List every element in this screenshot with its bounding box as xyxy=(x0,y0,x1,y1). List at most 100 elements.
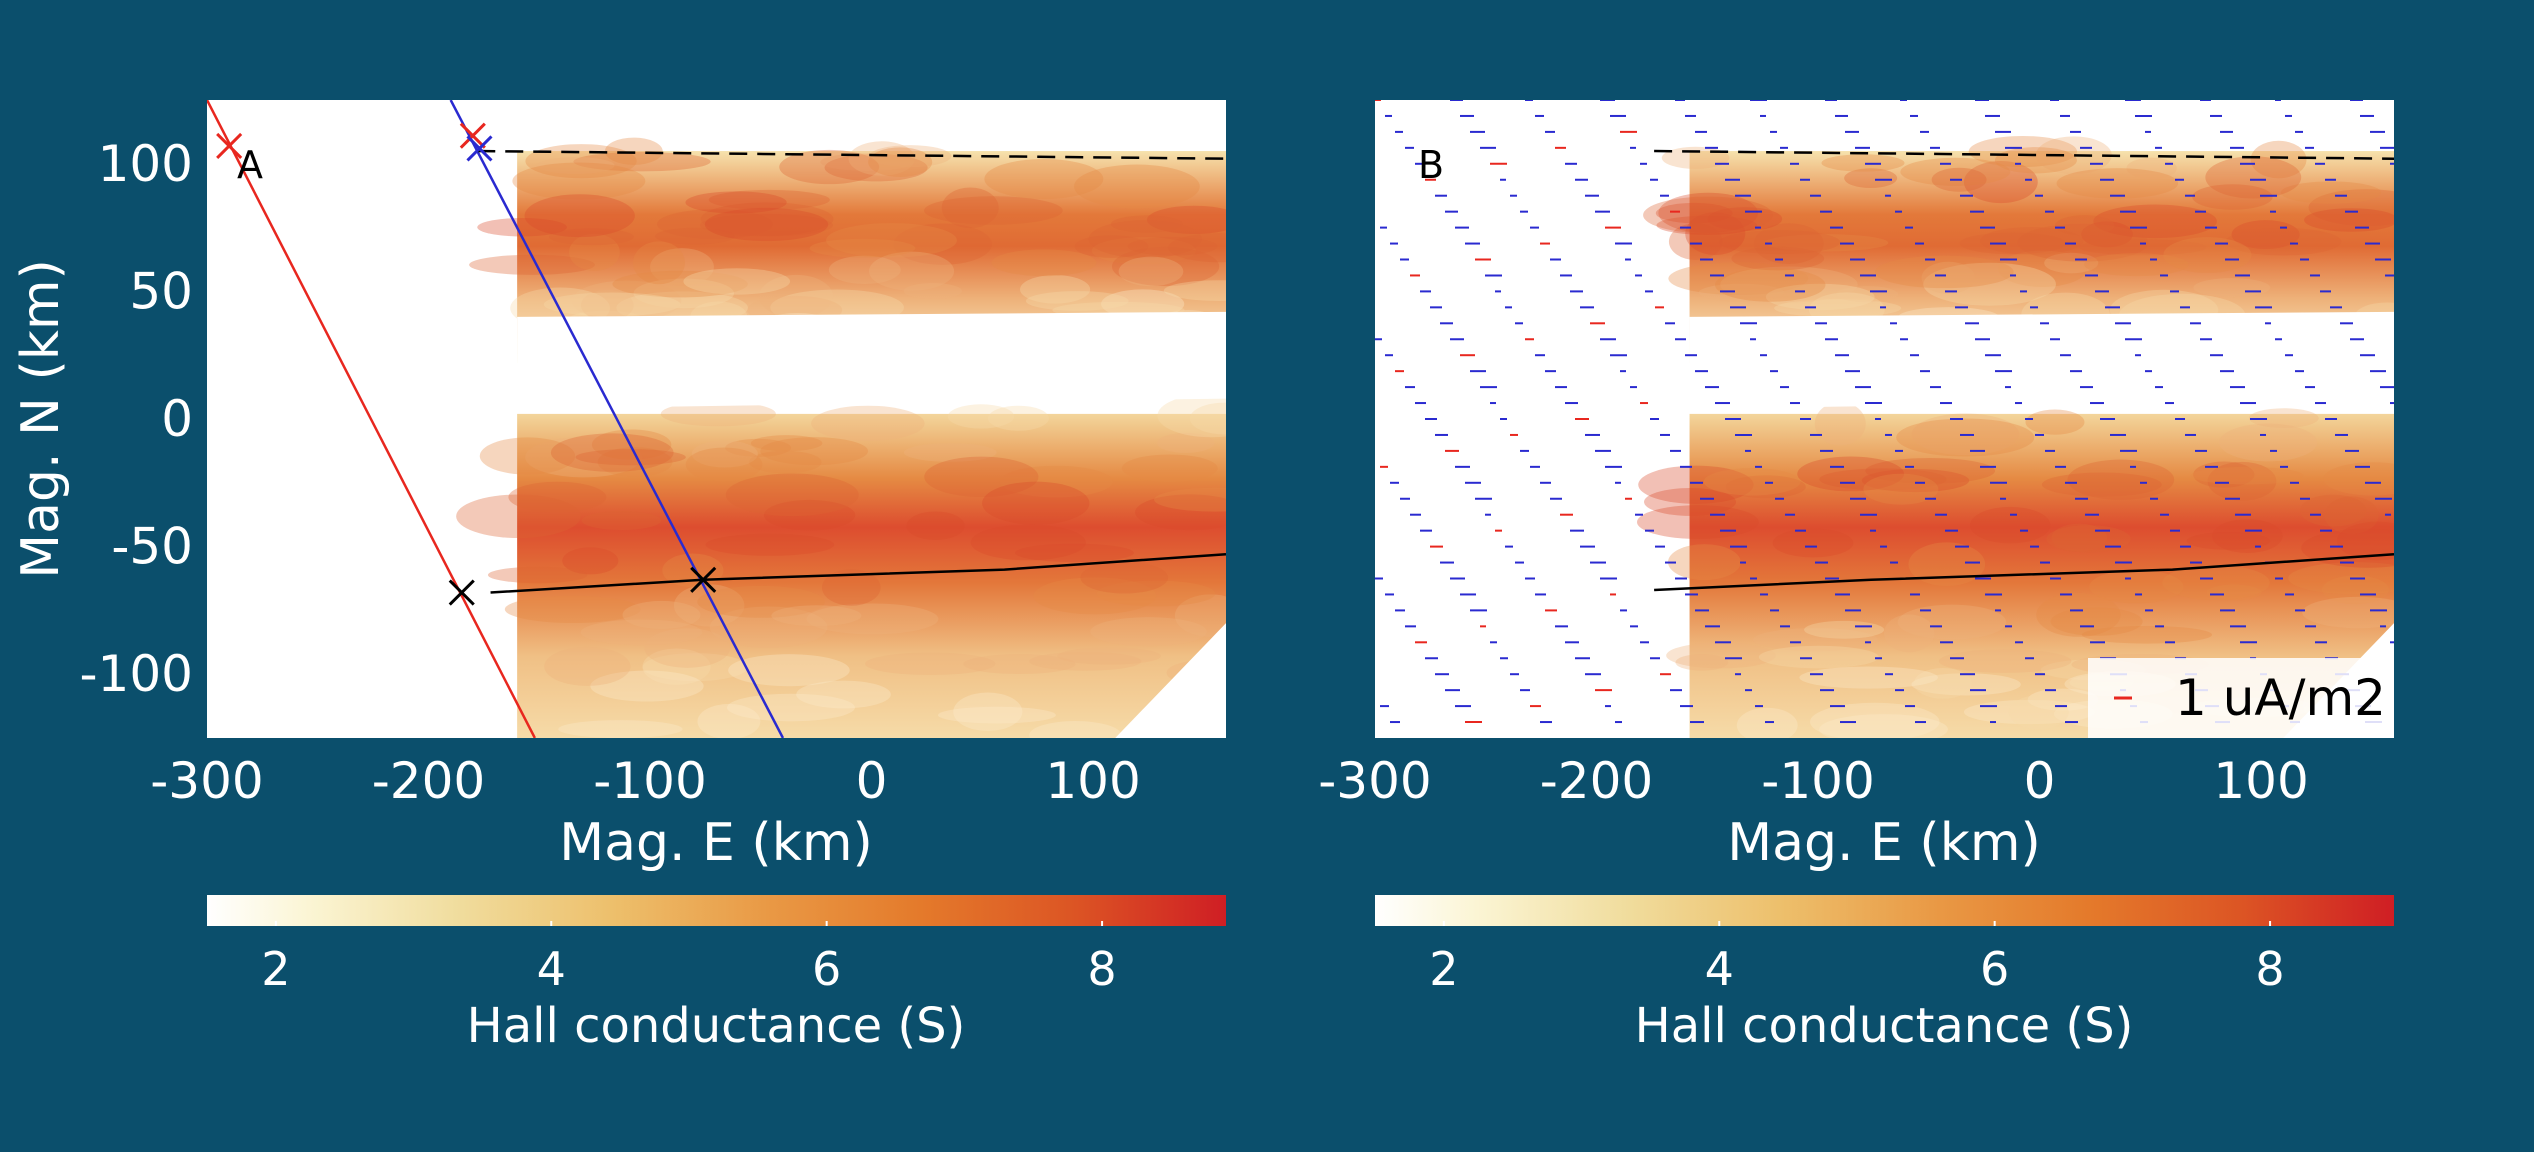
conductance-patch xyxy=(1110,215,1183,233)
conductance-patch xyxy=(2206,584,2262,601)
conductance-patch xyxy=(2084,253,2189,277)
conductance-patch xyxy=(759,274,834,318)
conductance-patch xyxy=(903,283,963,300)
conductance-patch xyxy=(673,584,745,627)
conductance-patch xyxy=(1753,628,1878,652)
no-data-gap xyxy=(517,311,1226,409)
conductance-patch xyxy=(525,437,643,478)
x-marker xyxy=(466,135,493,162)
conductance-patch xyxy=(2308,189,2394,226)
conductance-patch xyxy=(573,151,711,172)
x-tick-label: -200 xyxy=(372,752,485,810)
heatmap-b xyxy=(1637,135,2394,738)
conductance-patch xyxy=(622,600,701,629)
conductance-patch xyxy=(1101,289,1185,319)
conductance-patch xyxy=(1968,135,2078,168)
conductance-patch xyxy=(1819,468,1947,491)
current-vectors-b xyxy=(1375,100,2394,724)
conductance-patch xyxy=(2212,519,2283,553)
conductance-patch xyxy=(1809,702,1940,738)
conductance-patch xyxy=(1127,237,1218,256)
conductance-patch xyxy=(2162,565,2270,601)
conductance-patch xyxy=(1025,291,1129,311)
conductance-patch xyxy=(828,255,901,285)
conductance-patch xyxy=(543,292,681,317)
conductance-patch xyxy=(2050,607,2143,636)
conductance-patch xyxy=(2081,625,2213,644)
conductance-patch xyxy=(1836,286,1899,303)
conductance-patch xyxy=(1029,651,1142,671)
y-tick-label: 100 xyxy=(98,135,193,193)
conductance-patch xyxy=(941,187,999,229)
conductance-patch xyxy=(644,628,731,668)
conductance-patch xyxy=(1698,283,1785,302)
conductance-patch xyxy=(1814,401,1866,446)
conductance-patch xyxy=(642,648,711,685)
conductance-patch xyxy=(2250,140,2307,179)
y-tick-label: 0 xyxy=(161,390,193,448)
conductance-patch xyxy=(1900,157,2011,186)
conductance-patch xyxy=(654,227,735,245)
conductance-patch xyxy=(1029,721,1122,738)
panel-b: B 1 uA/m2 -300 -200 -100 0 100 Mag. E (km) 2… xyxy=(1318,100,2394,1054)
conductance-patch xyxy=(1979,227,2084,255)
colorbar-tick-label: 2 xyxy=(1429,942,1458,996)
conductance-patch xyxy=(2056,168,2179,199)
conductance-patch xyxy=(2288,562,2394,595)
conductance-patch xyxy=(683,268,791,295)
conductance-patch xyxy=(697,703,761,738)
conductance-patch xyxy=(1998,250,2087,287)
conductance-patch xyxy=(1112,246,1220,287)
conductance-patch xyxy=(2036,592,2121,637)
conductance-patch xyxy=(824,153,928,182)
conductance-patch xyxy=(1675,654,1729,671)
conductance-patch xyxy=(1797,456,1905,492)
conductance-patch xyxy=(575,449,686,466)
conductance-patch xyxy=(581,289,634,321)
conductance-patch xyxy=(1764,234,1889,252)
panel-label-b: B xyxy=(1418,143,1444,187)
conductance-patch xyxy=(1911,673,2021,696)
conductance-patch xyxy=(537,157,615,174)
conductance-patch xyxy=(1666,642,1776,669)
conductance-patch xyxy=(2324,496,2379,534)
conductance-patch xyxy=(826,223,957,258)
conductance-patch xyxy=(865,652,996,675)
conductance-patch xyxy=(1720,266,1858,303)
conductance-patch xyxy=(2041,472,2162,497)
conductance-patch xyxy=(1765,283,1875,311)
conductance-patch xyxy=(1799,666,1938,689)
conductance-patch xyxy=(612,270,748,298)
conductance-patch xyxy=(811,405,925,442)
heatmap-a xyxy=(456,137,1226,738)
x-marker xyxy=(216,132,243,159)
conductance-patch xyxy=(544,646,631,686)
colorbar-tick-label: 2 xyxy=(261,942,290,996)
conductance-patch xyxy=(1643,196,1773,234)
conductance-patch xyxy=(1719,230,1841,255)
conductance-patch xyxy=(1096,580,1216,607)
conductance-patch xyxy=(947,404,1015,429)
colorbar-ticks-b: 2 4 6 8 xyxy=(1429,921,2285,996)
conductance-patch xyxy=(906,511,965,540)
conductance-patch xyxy=(1758,645,1879,669)
colorbar-gradient-a xyxy=(207,895,1226,926)
conductance-patch xyxy=(1154,487,1226,512)
conductance-patch xyxy=(1921,261,1976,294)
conductance-patch xyxy=(1863,473,1939,505)
conductance-patch xyxy=(571,280,682,321)
conductance-patch xyxy=(868,147,933,177)
conductance-patch xyxy=(2322,575,2389,605)
conductance-patch xyxy=(1091,237,1196,265)
x-marker xyxy=(448,579,475,606)
legend-b: 1 uA/m2 xyxy=(2088,658,2394,738)
conductance-patch xyxy=(991,249,1097,277)
conductance-patch xyxy=(2190,466,2304,485)
conductance-patch xyxy=(2225,227,2342,256)
conductance-patch xyxy=(1994,147,2077,174)
conductance-patch xyxy=(1156,432,1215,453)
conductance-patch xyxy=(1865,457,1996,484)
conductance-patch xyxy=(2027,688,2099,711)
conductance-patch xyxy=(580,619,703,646)
conductance-patch xyxy=(748,450,822,474)
